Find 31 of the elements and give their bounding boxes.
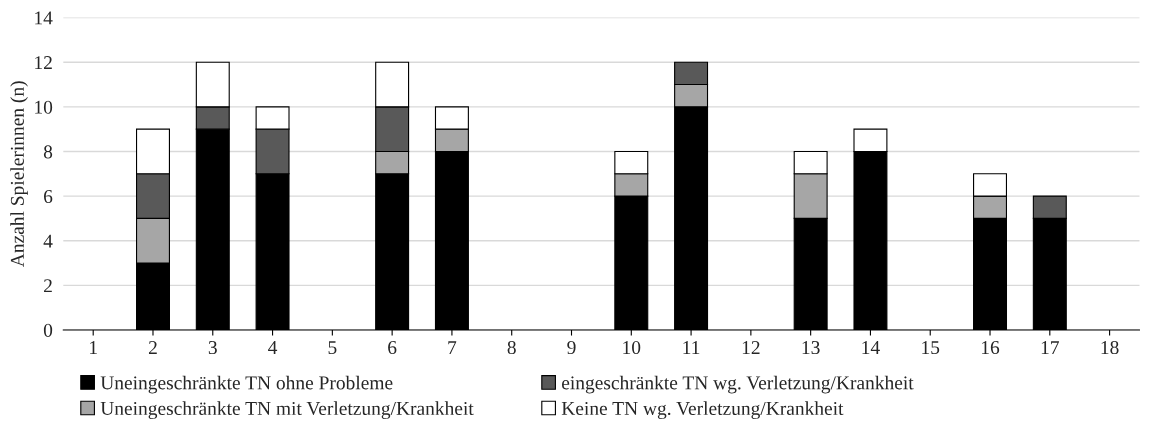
y-tick-label: 12 <box>35 56 52 69</box>
y-axis-title: Anzahl Spielerinnen (n) <box>10 81 28 268</box>
x-tick-label: 13 <box>802 341 820 355</box>
x-tick-label: 10 <box>623 340 641 355</box>
x-tick-label: 16 <box>982 341 1000 355</box>
y-tick-label: 8 <box>43 145 53 159</box>
x-tick-label: 1 <box>90 341 97 354</box>
x-tick-label: 2 <box>148 341 157 354</box>
x-tick-label: 14 <box>862 341 880 354</box>
legend-label: Uneingeschränkte TN ohne Probleme <box>100 375 393 394</box>
x-tick-label: 18 <box>1101 340 1119 355</box>
y-tick-label: 6 <box>44 189 53 204</box>
x-tick-label: 7 <box>448 341 457 354</box>
y-tick-label: 10 <box>35 100 53 114</box>
x-tick-label: 17 <box>1041 341 1059 354</box>
y-tick-label: 2 <box>44 279 52 293</box>
legend-label: eingeschränkte TN wg. Verletzung/Krankheit <box>562 375 914 394</box>
legend-label: Keine TN wg. Verletzung/Krankheit <box>561 401 844 420</box>
x-tick-label: 12 <box>742 341 760 354</box>
x-tick-label: 4 <box>268 341 278 354</box>
x-tick-label: 15 <box>922 341 940 355</box>
y-tick-label: 4 <box>43 234 53 248</box>
x-tick-label: 3 <box>208 341 217 355</box>
x-tick-label: 5 <box>328 341 337 355</box>
x-tick-label: 8 <box>507 340 516 355</box>
legend-label: Uneingeschränkte TN mit Verletzung/Krankheit <box>100 401 474 420</box>
x-tick-label: 6 <box>388 341 397 355</box>
x-tick-label: 11 <box>683 341 700 354</box>
y-tick-label: 14 <box>35 11 53 25</box>
x-tick-label: 9 <box>567 341 576 355</box>
y-tick-label: 0 <box>43 323 53 337</box>
